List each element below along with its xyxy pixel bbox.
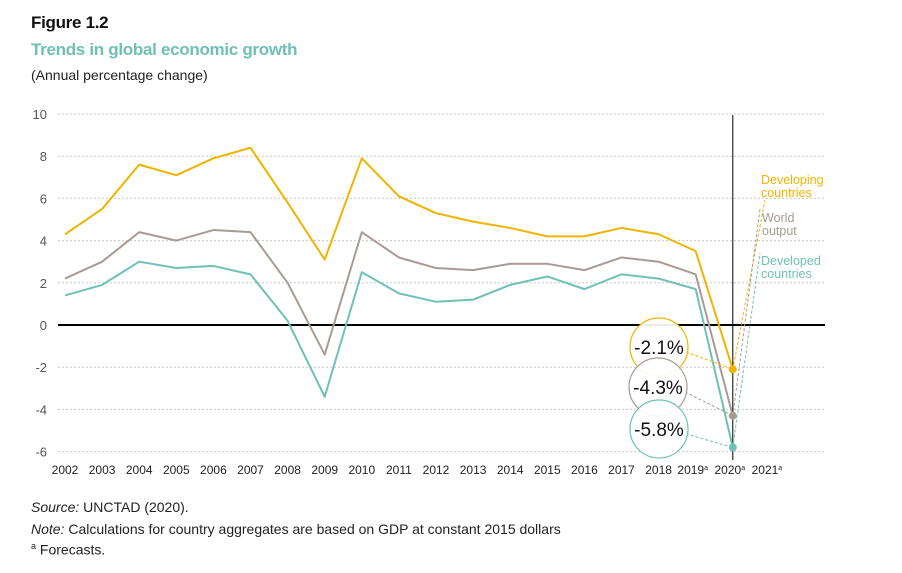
forecast-mark: a [741, 465, 745, 472]
legend-leader-world [732, 208, 761, 416]
x-tick-label: 2014 [497, 463, 524, 477]
footnote-text: Forecasts. [36, 541, 106, 558]
annotation-value-developed: -5.8% [634, 420, 684, 441]
x-tick-label: 2002 [52, 463, 79, 477]
x-tick-label: 2005 [163, 463, 190, 477]
legend-leader-developed [732, 252, 761, 448]
y-tick-label: 8 [40, 149, 47, 164]
note-line: Note: Calculations for country aggregate… [31, 521, 561, 537]
x-tick-label: 2016 [571, 463, 598, 477]
chart-subtitle: (Annual percentage change) [31, 67, 208, 83]
annotation-leader-developing [685, 351, 733, 370]
footnote-mark: a [31, 541, 37, 551]
figure-label: Figure 1.2 [31, 13, 109, 32]
legend-leader-developing [732, 199, 766, 370]
footnote-line: a Forecasts. [31, 541, 105, 558]
x-tick-label: 2015 [534, 463, 561, 477]
x-tick-label: 2020a [714, 463, 745, 477]
legend-label-developed-line2: countries [761, 267, 812, 281]
x-tick-label: 2006 [200, 463, 227, 477]
x-tick-label: 2004 [126, 463, 153, 477]
source-text: UNCTAD (2020). [79, 499, 189, 515]
annotation-leader-world [684, 391, 734, 417]
annotation-value-world: -4.3% [633, 378, 683, 399]
legend-label-world-line2: output [762, 224, 797, 238]
x-tick-label: 2010 [348, 463, 375, 477]
legend-label-developing-line2: countries [761, 186, 812, 200]
series-line-developing [64, 146, 734, 370]
y-tick-label: -2 [35, 360, 47, 375]
note-label: Note: [31, 521, 65, 537]
forecast-mark: a [704, 465, 708, 472]
y-tick-label: 6 [40, 191, 47, 206]
annotation-bubble-developed [629, 399, 689, 459]
x-tick-label: 2017 [608, 463, 635, 477]
chart-title: Trends in global economic growth [31, 40, 298, 59]
line-chart: 10 8 6 4 2 0 -2 -4 -6 2002 2003 2004 2005 2006 2007 200… [33, 107, 825, 477]
series-line-world [64, 229, 734, 416]
x-tick-label: 2012 [423, 463, 450, 477]
annotation-value-developing: -2.1% [634, 338, 684, 359]
legend-label-world: World [762, 211, 794, 225]
y-tick-label: 4 [40, 234, 47, 249]
x-tick-label: 2008 [274, 463, 301, 477]
x-tick-label: 2011 [386, 463, 412, 477]
x-tick-label: 2021a [752, 463, 783, 477]
source-line: Source: UNCTAD (2020). [31, 499, 189, 515]
x-tick-label: 2003 [89, 463, 116, 477]
note-text: Calculations for country aggregates are … [64, 521, 561, 537]
series-line-developed [64, 260, 734, 448]
annotation-leader-developed [685, 433, 733, 448]
y-tick-label: 10 [33, 107, 47, 122]
x-tick-label: 2018 [645, 463, 672, 477]
x-tick-label: 2009 [311, 463, 338, 477]
forecast-mark: a [778, 465, 782, 472]
y-tick-label: 0 [40, 318, 47, 333]
x-tick-label: 2013 [460, 463, 487, 477]
legend-label-developing: Developing [761, 173, 824, 187]
source-label: Source: [31, 499, 80, 515]
y-tick-label: -4 [35, 402, 47, 417]
legend-label-developed: Developed [761, 254, 821, 268]
x-tick-label: 2007 [237, 463, 264, 477]
y-tick-label: 2 [40, 276, 47, 291]
y-tick-label: -6 [35, 445, 47, 460]
x-tick-label: 2019a [677, 463, 708, 477]
